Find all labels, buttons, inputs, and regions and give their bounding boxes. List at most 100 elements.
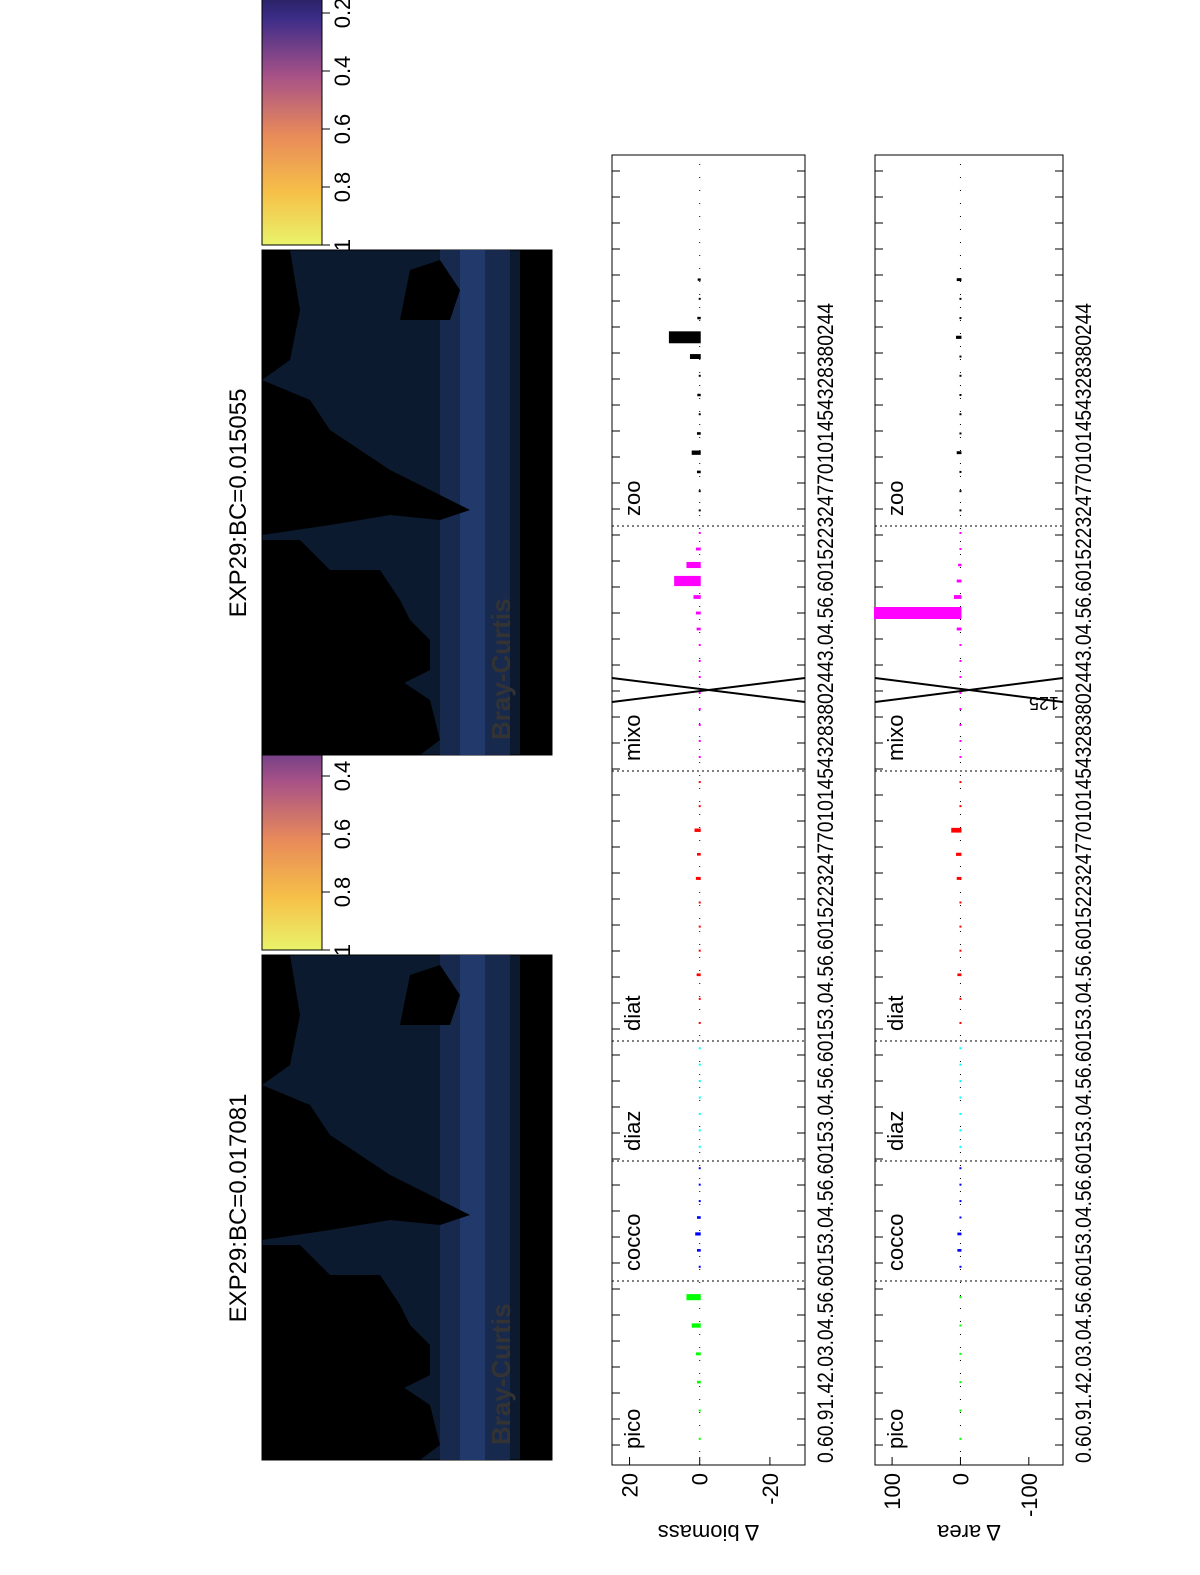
bar-zoo [959, 317, 962, 320]
bar-pico [959, 1352, 962, 1355]
bar-zoo [959, 374, 962, 377]
bar-diaz [698, 1145, 701, 1148]
group-label-diaz: diaz [620, 1111, 645, 1151]
y-tick-label: 20 [618, 1473, 643, 1497]
bar-diaz [698, 1096, 701, 1099]
bar-diat [959, 997, 962, 1000]
bar-cocco [957, 1249, 962, 1252]
bar-mixo [698, 708, 701, 710]
bar-diat [696, 853, 701, 856]
bar-diat [959, 781, 962, 784]
continent-antarctica-1 [520, 955, 552, 1460]
bar-diat [957, 973, 962, 977]
bar-diaz [959, 1112, 962, 1115]
rotated-figure-group: EXP29:BC=0.017081 Bray-Curtis 1 0.8 0.6 0.4… [225, 0, 1096, 1545]
bar-mixo [686, 561, 701, 569]
bar-zoo [696, 470, 701, 474]
bar-mixo [959, 692, 962, 694]
bar-pico [959, 1296, 962, 1299]
bar-cocco [959, 1167, 962, 1170]
bar-diat [959, 925, 962, 928]
bar-cocco [696, 1249, 701, 1252]
bar-zoo [959, 490, 962, 493]
bar-pico [695, 1352, 701, 1356]
colorbar-2-ticks: 10.80.60.40.20 [322, 0, 355, 251]
bar-diaz [959, 1145, 962, 1148]
bar-mixo [695, 547, 701, 551]
bar-diat [698, 925, 701, 928]
bar-diat [959, 805, 962, 808]
cross-line-b [611, 677, 806, 703]
bar-cocco [696, 1216, 701, 1219]
continent-arctic-2 [262, 250, 300, 380]
map-panel-2: EXP29:BC=0.015055 Bray-Curtis [225, 249, 553, 756]
bar-diaz [959, 1063, 962, 1066]
group-label-diat: diat [620, 996, 645, 1031]
bar-diaz [959, 1047, 962, 1050]
continent-australia-1 [400, 965, 460, 1025]
colorbar-tick-label: 0.6 [330, 114, 355, 145]
bar-diaz [959, 1096, 962, 1099]
x-tick-label-block: 0.60.91.42.03.04.56.60153.04.56.60153.04… [1071, 303, 1096, 1463]
bar-pico [698, 1437, 701, 1440]
map-label-1: Bray-Curtis [486, 1303, 516, 1445]
bar-mixo [698, 692, 701, 694]
map-title-2: EXP29:BC=0.015055 [225, 389, 252, 618]
bar-mixo [674, 575, 701, 587]
map-label-2: Bray-Curtis [486, 598, 516, 740]
bar-zoo [959, 297, 962, 300]
bar-mixo [698, 724, 701, 726]
group-label-mixo: mixo [883, 715, 908, 761]
bar-pico [696, 1380, 701, 1384]
bar-diat [956, 876, 962, 880]
bar-zoo [698, 490, 701, 493]
bar-zoo [691, 450, 701, 455]
bar-cocco [959, 1265, 962, 1268]
bar-mixo [956, 579, 962, 583]
y-tick-label: 0 [948, 1473, 973, 1485]
group-label-mixo: mixo [620, 715, 645, 761]
continent-australia-2 [400, 260, 460, 320]
bar-diat [959, 1021, 962, 1024]
bar-diat [698, 949, 701, 952]
bar-mixo [956, 627, 962, 631]
y-tick-label: 100 [880, 1473, 905, 1510]
x-tick-label-block: 0.60.91.42.03.04.56.60153.04.56.60153.04… [813, 303, 838, 1463]
bar-diat [698, 781, 701, 784]
bar-mixo [959, 724, 962, 726]
bar-cocco [959, 1216, 962, 1219]
bar-mixo [696, 627, 701, 631]
continent-antarctica-2 [520, 250, 552, 755]
map-band-1b [460, 955, 485, 1460]
continent-africa-2 [300, 600, 430, 700]
colorbar-tick-label: 0.4 [330, 56, 355, 87]
bar-zoo [698, 374, 701, 377]
bar-diaz [959, 1129, 962, 1132]
bar-zoo [959, 394, 962, 396]
bar-annotation: 125 [1029, 693, 1059, 713]
bar-cocco [957, 1232, 962, 1236]
bar-mixo [698, 676, 701, 678]
bar-mixo [698, 660, 701, 662]
cross-line-b [874, 677, 1064, 703]
bar-zoo [698, 413, 701, 416]
bar-diat [698, 805, 701, 808]
bar-zoo [698, 297, 701, 300]
bar-zoo [689, 354, 701, 360]
colorbar-tick-label: 0.6 [330, 819, 355, 850]
bar-mixo [959, 708, 962, 710]
group-label-cocco: cocco [620, 1214, 645, 1271]
colorbar-tick-label: 1 [330, 944, 355, 956]
bar-mixo [953, 595, 962, 599]
bar-zoo [959, 355, 962, 358]
bar-cocco [959, 1200, 962, 1203]
colorbar-tick-label: 0.8 [330, 172, 355, 203]
bar-mixo [959, 756, 962, 758]
bar-diat [959, 949, 962, 952]
group-label-zoo: zoo [620, 481, 645, 516]
bar-mixo [959, 548, 962, 550]
bar-zoo [668, 331, 701, 344]
bar-diat [951, 827, 962, 833]
continent-americas-1 [262, 1085, 470, 1240]
continent-americas-2 [262, 380, 470, 535]
